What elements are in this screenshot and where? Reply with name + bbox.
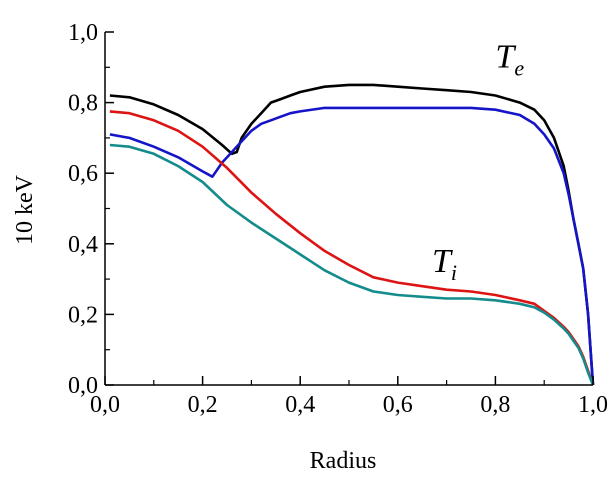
x-axis-label: Radius [310, 448, 377, 474]
annotations: Te Ti [432, 38, 524, 285]
x-tick-label: 0,6 [383, 392, 413, 418]
annotation-label-2: Ti [432, 243, 457, 285]
x-tick-label: 0,8 [480, 392, 510, 418]
y-tick-label: 0,4 [68, 232, 98, 258]
y-tick-label: 0,2 [68, 302, 98, 328]
y-tick-label: 1,0 [68, 20, 98, 46]
x-tick-label: 0,0 [90, 392, 120, 418]
x-tick-label: 1,0 [578, 392, 608, 418]
y-tick-label: 0,8 [68, 91, 98, 117]
annotation-label-1: Te [495, 38, 524, 80]
x-tick-label: 0,4 [285, 392, 315, 418]
series-line-4 [109, 143, 595, 386]
y-tick-label: 0,6 [68, 161, 98, 187]
x-tick-label: 0,2 [188, 392, 218, 418]
y-axis-label: 10 keV [12, 174, 38, 245]
series-line-3 [109, 110, 595, 386]
axes: 0,0 0,2 0,4 0,6 0,8 1,0 0,0 0,2 0,4 0,6 0,8 1,0 [68, 20, 608, 418]
series-line-1 [109, 83, 595, 386]
plot-area [109, 83, 595, 386]
series-line-2 [109, 106, 595, 386]
y-tick-label: 0,0 [68, 373, 98, 399]
